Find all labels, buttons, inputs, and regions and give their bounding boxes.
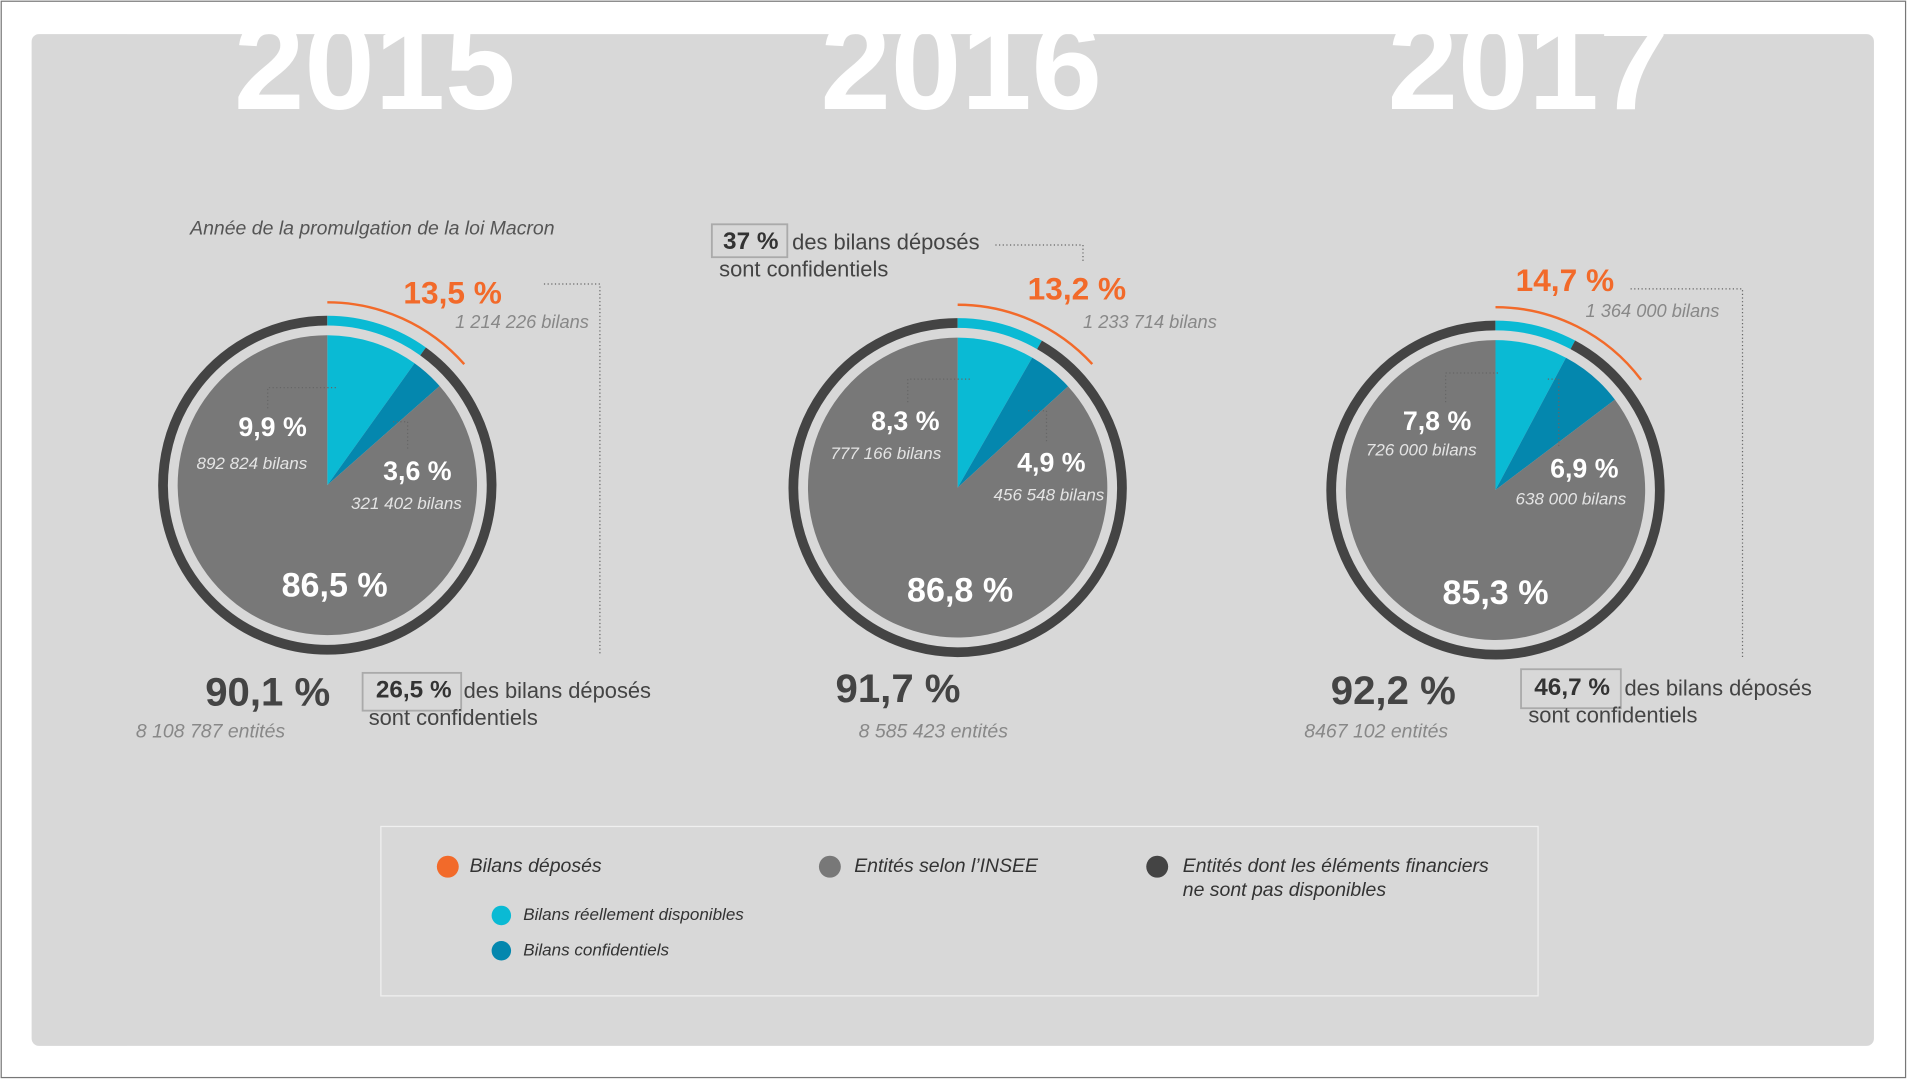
ring-available — [957, 318, 1042, 350]
confidential-text: sont confidentiels — [719, 256, 888, 281]
leader-line — [267, 387, 336, 409]
legend-swatch — [491, 905, 512, 926]
unavailable-count: 8467 102 entités — [1304, 721, 1448, 743]
legend-label: Entités selon l’INSEE — [854, 855, 1039, 877]
ring-unavailable — [788, 318, 1127, 657]
legend-label: Entités dont les éléments financiers — [1183, 855, 1489, 877]
unavailable-count: 8 585 423 entités — [859, 721, 1009, 743]
slice-label: 9,9 % — [238, 412, 307, 442]
year-title: 2015 — [234, 0, 516, 136]
slice-count: 726 000 bilans — [1366, 441, 1477, 460]
unavailable-label: 90,1 % — [205, 669, 330, 714]
slice-label: 85,3 % — [1442, 574, 1548, 612]
confidential-text: des bilans déposés — [1624, 676, 1811, 701]
legend-label: Bilans confidentiels — [523, 940, 669, 959]
legend-label: Bilans réellement disponibles — [523, 905, 744, 924]
filed-label: 14,7 % — [1516, 262, 1614, 298]
slice-label: 3,6 % — [383, 456, 452, 486]
slice-label: 7,8 % — [1403, 406, 1472, 436]
pie-slice — [1495, 340, 1566, 491]
ring-unavailable — [1326, 320, 1665, 660]
confidential-text: sont confidentiels — [369, 705, 538, 730]
filed-arc — [1495, 305, 1643, 381]
slice-count: 456 548 bilans — [994, 486, 1105, 505]
filed-count: 1 214 226 bilans — [455, 311, 589, 332]
filed-count: 1 364 000 bilans — [1586, 300, 1720, 321]
slice-label: 4,9 % — [1017, 447, 1086, 477]
pie-slice — [957, 337, 1033, 488]
year-title: 2016 — [821, 0, 1103, 136]
legend-swatch — [1146, 855, 1169, 878]
confidential-box — [710, 223, 789, 259]
legend-swatch — [818, 855, 841, 878]
leader-line — [1547, 378, 1560, 447]
ring-available — [1495, 320, 1576, 350]
slice-count: 321 402 bilans — [351, 494, 462, 513]
filed-arc — [327, 301, 466, 366]
slice-label: 86,8 % — [907, 571, 1013, 609]
pie-slice — [957, 357, 1069, 488]
pie-slice — [327, 363, 440, 486]
slice-count: 638 000 bilans — [1516, 489, 1627, 508]
confidential-text: des bilans déposés — [464, 678, 651, 703]
legend-swatch — [436, 855, 459, 878]
confidential-label: 26,5 % — [376, 677, 452, 704]
legend-box — [380, 825, 1539, 997]
leader-line — [1630, 288, 1744, 659]
leader-line — [907, 378, 970, 403]
leader-line — [393, 421, 409, 449]
legend-label: ne sont pas disponibles — [1183, 879, 1387, 901]
slice-label: 6,9 % — [1550, 454, 1619, 484]
leader-line — [995, 244, 1084, 263]
pie-slice — [327, 335, 415, 486]
pie-slice — [1495, 357, 1615, 491]
leader-line — [543, 283, 601, 656]
subtitle: Année de la promulgation de la loi Macro… — [189, 217, 554, 239]
slice-label: 86,5 % — [282, 567, 388, 605]
unavailable-count: 8 108 787 entités — [136, 721, 286, 743]
confidential-text: sont confidentiels — [1528, 703, 1697, 728]
confidential-label: 46,7 % — [1534, 674, 1610, 701]
legend-label: Bilans déposés — [470, 855, 602, 877]
filed-count: 1 233 714 bilans — [1083, 311, 1217, 332]
confidential-text: des bilans déposés — [792, 230, 979, 255]
slice-label: 8,3 % — [871, 406, 940, 436]
filed-label: 13,2 % — [1028, 271, 1126, 307]
slice-count: 777 166 bilans — [830, 444, 941, 463]
confidential-box — [1520, 668, 1622, 710]
pie-slice — [1345, 340, 1646, 640]
ring-available — [327, 315, 426, 356]
unavailable-label: 92,2 % — [1331, 668, 1456, 713]
unavailable-label: 91,7 % — [836, 666, 961, 711]
confidential-label: 37 % — [723, 228, 778, 255]
ring-unavailable — [158, 315, 497, 655]
slice-count: 892 824 bilans — [196, 454, 307, 473]
filed-label: 13,5 % — [403, 274, 501, 310]
filed-arc — [957, 303, 1094, 365]
leader-line — [1444, 372, 1501, 403]
pie-slice — [177, 335, 478, 636]
pie-slice — [807, 337, 1108, 638]
year-title: 2017 — [1388, 0, 1670, 136]
legend-swatch — [491, 941, 512, 961]
leader-line — [1028, 410, 1048, 442]
confidential-box — [361, 671, 463, 712]
